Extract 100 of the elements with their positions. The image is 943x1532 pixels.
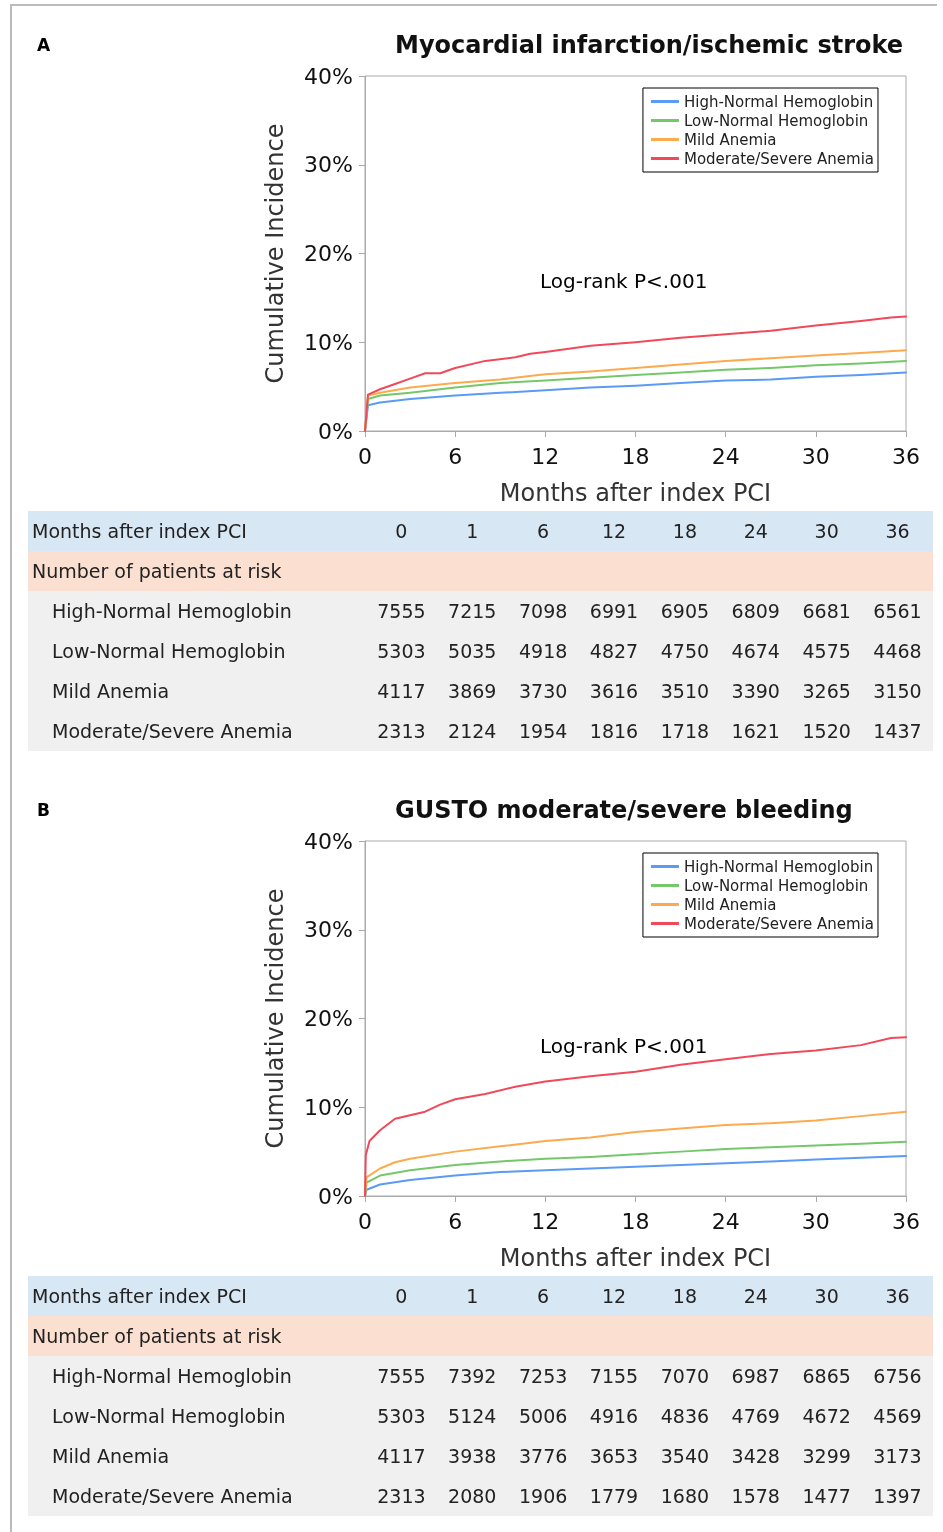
text: 3616 xyxy=(589,680,639,702)
text: 5124 xyxy=(448,1405,497,1427)
category-label: 24 xyxy=(720,511,792,551)
category-label: 1 xyxy=(436,1276,508,1316)
category-label: 18 xyxy=(649,511,721,551)
text: 1621 xyxy=(731,720,780,742)
x-tick-label: 6 xyxy=(448,443,463,469)
category-label: 12 xyxy=(578,511,650,551)
category-label: 30 xyxy=(791,511,863,551)
text: 3150 xyxy=(873,680,922,702)
text: 3428 xyxy=(731,1445,780,1467)
text: 2124 xyxy=(448,720,497,742)
category-label: 12 xyxy=(578,1276,650,1316)
text: 7392 xyxy=(448,1365,497,1387)
text: 3938 xyxy=(448,1445,497,1467)
text: 3390 xyxy=(731,680,780,702)
text: 4569 xyxy=(873,1405,922,1427)
text: 4827 xyxy=(589,640,639,662)
text: 4916 xyxy=(589,1405,639,1427)
category-label: Mild Anemia xyxy=(52,680,170,702)
y-tick-label: 40% xyxy=(304,63,353,89)
text: 6681 xyxy=(802,600,851,622)
text: 3776 xyxy=(518,1445,568,1467)
text: 7253 xyxy=(518,1365,568,1387)
text: 3653 xyxy=(589,1445,639,1467)
text: 5303 xyxy=(377,1405,426,1427)
text: 7155 xyxy=(589,1365,639,1387)
text: 6991 xyxy=(589,600,639,622)
text: 2313 xyxy=(377,720,426,742)
text: 4468 xyxy=(873,640,922,662)
text: 5006 xyxy=(518,1405,568,1427)
category-label: 0 xyxy=(365,511,437,551)
x-tick-label: 24 xyxy=(711,443,740,469)
y-tick-label: 30% xyxy=(304,917,353,943)
category-label: Moderate/Severe Anemia xyxy=(52,720,293,742)
x-tick-label: 18 xyxy=(621,443,650,469)
text: 5303 xyxy=(377,640,426,662)
text: 6865 xyxy=(802,1365,851,1387)
text: 6756 xyxy=(873,1365,922,1387)
x-tick-label: 0 xyxy=(358,1208,372,1234)
y-tick-label: 0% xyxy=(318,418,353,444)
y-axis-title: Cumulative Incidence xyxy=(261,123,289,384)
text: 1680 xyxy=(660,1485,710,1507)
annotation: Log-rank P<.001 xyxy=(540,1034,708,1058)
text: 7555 xyxy=(377,1365,426,1387)
category-label: 0 xyxy=(365,1276,437,1316)
category-label: 30 xyxy=(791,1276,863,1316)
y-tick-label: 10% xyxy=(304,1094,353,1120)
y-tick-label: 20% xyxy=(304,241,353,266)
category-label: High-Normal Hemoglobin xyxy=(52,1365,292,1387)
text: 3540 xyxy=(660,1445,710,1467)
legend-label: Low-Normal Hemoglobin xyxy=(683,111,869,130)
category-label: Mild Anemia xyxy=(52,1445,170,1467)
text: 4672 xyxy=(802,1405,851,1427)
text: 4836 xyxy=(660,1405,710,1427)
text: 7555 xyxy=(377,600,426,622)
text: 6905 xyxy=(660,600,710,622)
category-label: Low-Normal Hemoglobin xyxy=(52,640,286,662)
text: 5035 xyxy=(448,640,497,662)
text: 4769 xyxy=(731,1405,780,1427)
text: 2313 xyxy=(377,1485,426,1507)
text: 3299 xyxy=(802,1445,851,1467)
category-label: 18 xyxy=(649,1276,721,1316)
text: 4117 xyxy=(377,1445,426,1467)
text: 3173 xyxy=(873,1445,922,1467)
chart-title: Myocardial infarction/ischemic stroke xyxy=(395,31,904,59)
category-label: Moderate/Severe Anemia xyxy=(52,1485,293,1507)
category-label: Low-Normal Hemoglobin xyxy=(52,1405,286,1427)
y-tick-label: 30% xyxy=(304,152,353,178)
x-axis-title: Months after index PCI xyxy=(499,1244,772,1272)
category-label: 1 xyxy=(436,511,508,551)
text: A xyxy=(37,34,51,55)
category-label: 36 xyxy=(862,1276,933,1316)
text: 6561 xyxy=(873,600,922,622)
legend-label: Low-Normal Hemoglobin xyxy=(683,876,869,895)
y-tick-label: 0% xyxy=(318,1183,353,1209)
category-label: 36 xyxy=(862,511,933,551)
text: 1779 xyxy=(589,1485,639,1507)
text: 7215 xyxy=(448,600,497,622)
y-tick-label: 20% xyxy=(304,1006,353,1031)
legend-label: High-Normal Hemoglobin xyxy=(683,92,874,111)
x-tick-label: 12 xyxy=(531,443,560,469)
text: 4575 xyxy=(802,640,851,662)
text: 1906 xyxy=(518,1485,568,1507)
category-label: 6 xyxy=(507,1276,579,1316)
x-tick-label: 12 xyxy=(531,1208,560,1234)
y-tick-label: 10% xyxy=(304,329,353,355)
annotation: Log-rank P<.001 xyxy=(540,269,708,293)
text: 6809 xyxy=(731,600,780,622)
text: 4750 xyxy=(660,640,710,662)
text: Number of patients at risk xyxy=(28,551,933,591)
text: 1397 xyxy=(873,1485,922,1507)
text: 1578 xyxy=(731,1485,780,1507)
text: 3730 xyxy=(518,680,568,702)
legend-label: Mild Anemia xyxy=(683,130,777,149)
legend-label: Moderate/Severe Anemia xyxy=(683,914,875,933)
category-label: 24 xyxy=(720,1276,792,1316)
chart-title: GUSTO moderate/severe bleeding xyxy=(395,796,853,824)
text: 7070 xyxy=(660,1365,710,1387)
x-tick-label: 30 xyxy=(801,1208,830,1234)
